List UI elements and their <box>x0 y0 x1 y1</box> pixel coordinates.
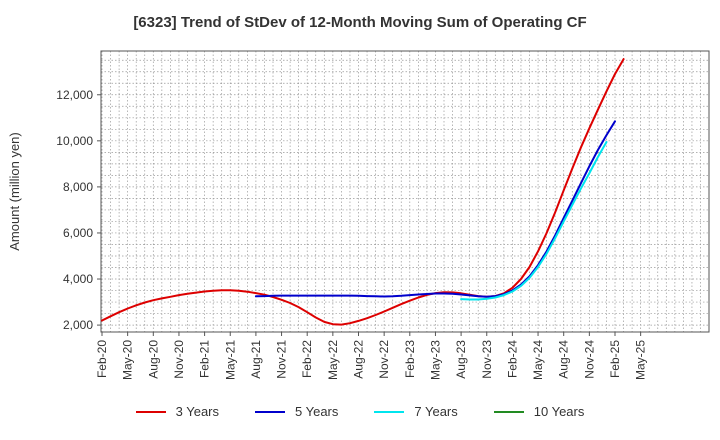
x-tick-label: Feb-22 <box>300 340 314 378</box>
x-tick-label: May-25 <box>634 340 648 380</box>
x-tick-label: Aug-20 <box>146 340 160 379</box>
x-tick-label: Feb-21 <box>198 340 212 378</box>
legend: 3 Years 5 Years 7 Years 10 Years <box>0 404 720 419</box>
legend-label: 10 Years <box>533 404 585 419</box>
y-tick-label: 2,000 <box>63 318 93 332</box>
x-tick-label: Nov-23 <box>480 340 494 379</box>
x-tick-label: Feb-24 <box>505 340 519 378</box>
x-tick-label: Nov-21 <box>275 340 289 379</box>
y-tick-label: 8,000 <box>63 180 93 194</box>
legend-item: 3 Years <box>135 404 219 419</box>
x-tick-label: Aug-24 <box>557 340 571 379</box>
legend-label: 3 Years <box>175 404 219 419</box>
x-tick-label: May-22 <box>326 340 340 380</box>
x-tick-label: Aug-23 <box>454 340 468 379</box>
legend-label: 5 Years <box>295 404 339 419</box>
x-tick-label: Nov-24 <box>582 340 596 379</box>
chart-title: [6323] Trend of StDev of 12-Month Moving… <box>133 14 587 31</box>
x-tick-label: May-24 <box>531 340 545 380</box>
x-tick-label: Nov-22 <box>377 340 391 379</box>
legend-swatch <box>255 410 285 413</box>
legend-swatch <box>135 410 166 413</box>
x-tick-label: May-21 <box>223 340 237 380</box>
legend-label: 7 Years <box>414 404 458 419</box>
x-tick-label: Feb-20 <box>95 340 109 378</box>
y-tick-label: 4,000 <box>63 272 93 286</box>
plot-frame <box>100 50 710 333</box>
series-line-5-years <box>254 120 616 298</box>
x-tick-label: May-20 <box>121 340 135 380</box>
x-tick-label: Feb-25 <box>608 340 622 378</box>
x-tick-label: Nov-20 <box>172 340 186 379</box>
plot-area <box>101 51 709 332</box>
x-tick-label: Aug-22 <box>352 340 366 379</box>
series-line-3-years <box>101 58 625 326</box>
x-tick-label: Aug-21 <box>249 340 263 379</box>
legend-item: 7 Years <box>374 404 458 419</box>
x-tick-label: Feb-23 <box>403 340 417 378</box>
legend-swatch <box>493 410 524 413</box>
y-tick-label: 6,000 <box>63 226 93 240</box>
legend-swatch <box>374 410 405 413</box>
series-line-7-years <box>460 141 608 301</box>
x-tick-label: May-23 <box>428 340 442 380</box>
legend-item: 5 Years <box>255 404 338 419</box>
y-tick-label: 10,000 <box>56 134 93 148</box>
y-axis-label: Amount (million yen) <box>7 132 22 251</box>
legend-item: 10 Years <box>493 404 585 419</box>
y-tick-label: 12,000 <box>56 88 93 102</box>
